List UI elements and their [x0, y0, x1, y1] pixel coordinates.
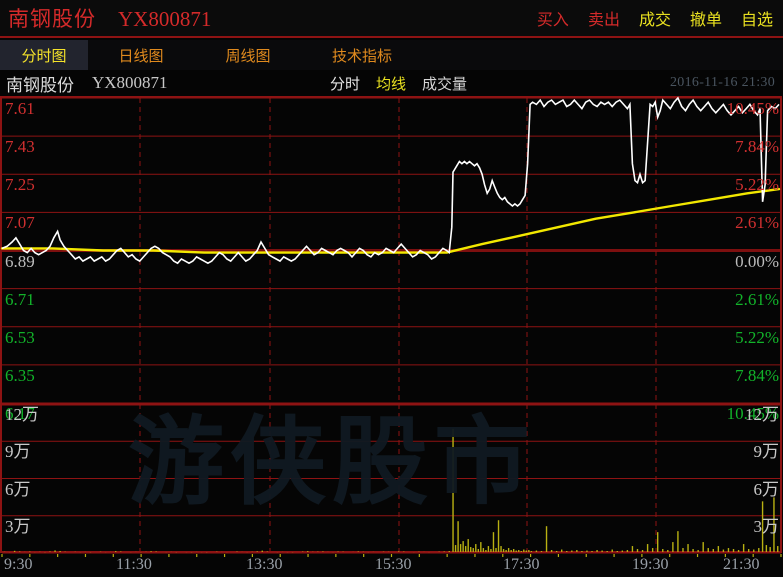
- tab-intraday[interactable]: 分时图: [0, 40, 88, 70]
- header-actions: 买入 卖出 成交 撤单 自选: [537, 0, 779, 36]
- sell-button[interactable]: 卖出: [587, 12, 620, 29]
- trades-button[interactable]: 成交: [638, 12, 671, 29]
- time-tick-0: 9:30: [4, 556, 33, 573]
- time-tick-4: 17:30: [503, 556, 540, 573]
- chart-timestamp: 2016-11-16 21:30: [670, 75, 775, 90]
- tab-daily[interactable]: 日线图: [118, 48, 164, 65]
- app-header: 南钢股份 YX800871 买入 卖出 成交 撤单 自选: [0, 0, 783, 38]
- header-stock-code: YX800871: [118, 7, 212, 31]
- chart-canvas: [0, 96, 782, 554]
- header-stock-name: 南钢股份: [8, 7, 96, 31]
- tab-indicators[interactable]: 技术指标: [331, 48, 392, 65]
- time-tick-3: 15:30: [375, 556, 412, 573]
- indicator-toggles: 分时 均线 成交量: [330, 73, 467, 94]
- indicator-volume[interactable]: 成交量: [422, 76, 468, 93]
- time-tick-2: 13:30: [246, 556, 283, 573]
- time-tick-5: 19:30: [632, 556, 669, 573]
- chart-info-row: 南钢股份 YX800871 分时 均线 成交量 2016-11-16 21:30: [0, 70, 783, 96]
- time-tick-6: 21:30: [723, 556, 760, 573]
- indicator-avg-line[interactable]: 均线: [376, 76, 407, 93]
- watchlist-button[interactable]: 自选: [740, 12, 773, 29]
- buy-button[interactable]: 买入: [536, 12, 569, 29]
- time-axis: 9:30 11:30 13:30 15:30 17:30 19:30 21:30: [0, 554, 783, 577]
- tab-weekly[interactable]: 周线图: [225, 48, 271, 65]
- time-axis-ticks: [1, 554, 782, 557]
- intraday-chart[interactable]: 游侠股市 7.61 7.43 7.25 7.07 6.89 6.71 6.53 6.35 6.1…: [0, 96, 783, 554]
- indicator-intraday[interactable]: 分时: [330, 76, 361, 93]
- cancel-order-button[interactable]: 撤单: [689, 12, 722, 29]
- info-stock-name: 南钢股份: [6, 75, 74, 95]
- header-stock-info: 南钢股份 YX800871: [0, 3, 211, 33]
- info-stock-code: YX800871: [92, 73, 168, 92]
- time-tick-1: 11:30: [116, 556, 152, 573]
- chart-type-tabs: 分时图 日线图 周线图 技术指标: [0, 40, 783, 70]
